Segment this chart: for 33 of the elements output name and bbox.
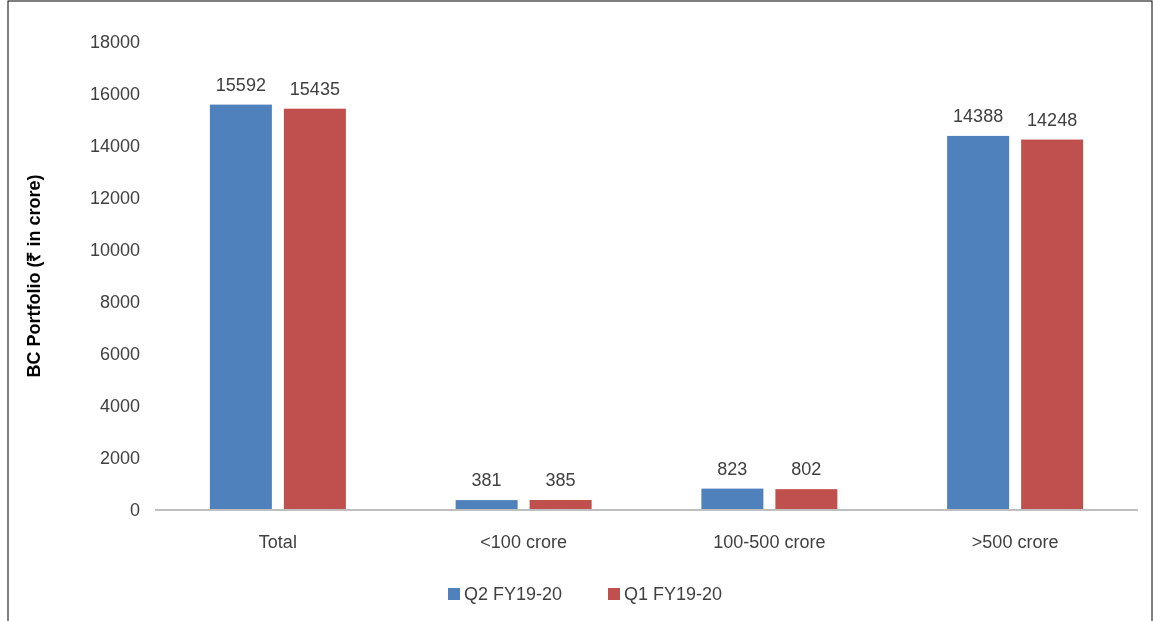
y-tick-label: 10000 [89, 240, 140, 261]
bar [209, 104, 272, 510]
data-label: 14248 [1027, 109, 1078, 130]
bar [775, 489, 838, 510]
bar [947, 135, 1010, 510]
data-label: 381 [471, 470, 502, 491]
x-tick-label: >500 crore [971, 532, 1059, 552]
x-tick-label: <100 crore [480, 532, 567, 552]
legend-label: Q2 FY19-20 [464, 584, 563, 605]
bar [1021, 139, 1084, 510]
y-tick-label: 2000 [99, 448, 140, 469]
x-tick-label: 100-500 crore [713, 532, 826, 552]
y-tick-label: 12000 [89, 188, 140, 209]
data-label: 802 [791, 459, 822, 480]
x-tick-label: Total [258, 532, 297, 552]
legend-label: Q1 FY19-20 [624, 584, 723, 605]
y-axis-title: BC Portfolio (₹ in crore) [24, 174, 44, 378]
bar [529, 499, 592, 510]
data-label: 15592 [215, 74, 266, 95]
y-tick-label: 0 [129, 500, 140, 521]
bar [283, 108, 346, 510]
data-label: 14388 [953, 105, 1004, 126]
data-label: 385 [545, 469, 576, 490]
y-tick-label: 8000 [99, 292, 140, 313]
y-tick-label: 16000 [89, 84, 140, 105]
y-tick-label: 14000 [89, 136, 140, 157]
bar [701, 488, 764, 510]
bar [455, 500, 518, 510]
y-tick-label: 6000 [99, 344, 140, 365]
data-label: 15435 [289, 78, 340, 99]
y-tick-label: 4000 [99, 396, 140, 417]
y-tick-label: 18000 [89, 32, 140, 53]
data-label: 823 [717, 458, 748, 479]
